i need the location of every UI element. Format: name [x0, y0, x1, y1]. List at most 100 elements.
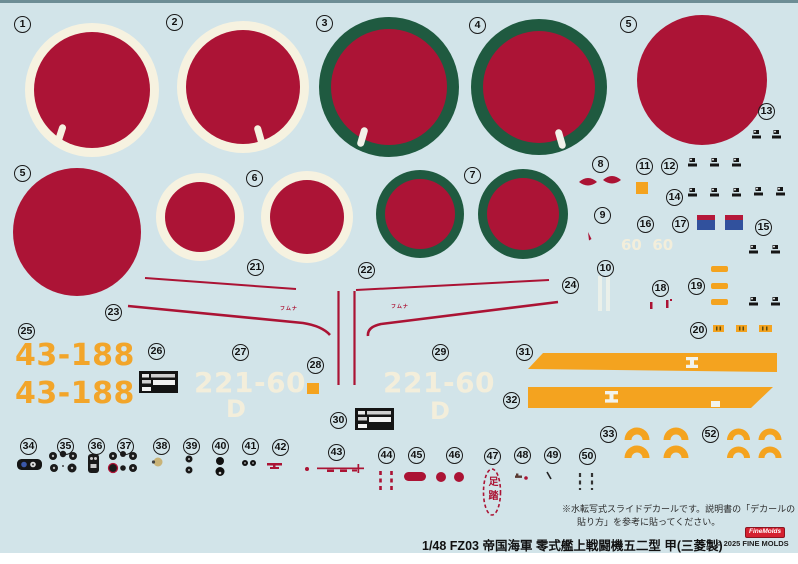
roundel-red-core: [165, 182, 235, 252]
finemolds-logo: FineMolds: [745, 527, 786, 538]
decal-number-label: 34: [20, 438, 37, 455]
roundel-white-ring-2: [177, 21, 309, 153]
decal-number-label: 44: [378, 447, 395, 464]
decal-number-label: 18: [652, 280, 669, 297]
decal-number-label: 10: [597, 260, 614, 277]
sheet-bottom-margin: [0, 553, 798, 564]
decal-number-label: 9: [594, 207, 611, 224]
decal-number-label: 20: [690, 322, 707, 339]
no-step-text: フムナ: [280, 306, 298, 312]
no-step-text: フムナ: [391, 304, 409, 310]
tiny-marks-48: [515, 473, 528, 480]
decal-number-label: 49: [544, 447, 561, 464]
gauge-pair-41: [242, 460, 256, 466]
red-dot-decal: [305, 467, 309, 471]
decal-number-label: 5: [14, 165, 31, 182]
decal-number-label: 11: [636, 158, 653, 175]
decal-number-label: 35: [57, 438, 74, 455]
roundel-red-core: [331, 29, 447, 145]
decal-number-label: 46: [446, 447, 463, 464]
squadron-code-marking: 221-60: [383, 366, 496, 399]
decal-number-label: 2: [166, 14, 183, 31]
gauge-pair-39: [185, 455, 193, 474]
flag-decals-17: [697, 215, 743, 230]
roundel-plain-5-left: [13, 168, 141, 296]
decal-number-label: 43: [328, 444, 345, 461]
instrument-decal-36: [88, 454, 99, 473]
dashed-line-decal-44: [379, 471, 393, 491]
squadron-code-marking: 221-60: [194, 366, 307, 399]
usage-note-line1: ※水転写式スライドデカールです。説明書の「デカールの: [562, 504, 796, 514]
decal-pair-40: [215, 457, 225, 476]
red-line-decal-42: [267, 463, 282, 469]
decal-number-label: 47: [484, 448, 501, 465]
decal-number-label: 36: [88, 438, 105, 455]
decal-number-label: 48: [514, 447, 531, 464]
decal-number-label: 1: [14, 16, 31, 33]
decal-number-label: 19: [688, 278, 705, 295]
orange-square-28: [307, 383, 319, 394]
squadron-letter-marking: D: [430, 397, 450, 425]
kit-title: 1/48 FZ03 帝国海軍 零式艦上戦闘機五二型 甲(三菱製): [422, 539, 723, 553]
orange-bar-decals-19: [711, 266, 728, 305]
orange-square-11: [636, 182, 648, 194]
decal-number-label: 31: [516, 344, 533, 361]
decal-number-label: 25: [18, 323, 35, 340]
decal-number-label: 27: [232, 344, 249, 361]
roundel-white-ring-6a: [156, 173, 244, 261]
instrument-decal-34: [17, 459, 42, 470]
roundel-red-core: [483, 31, 595, 143]
usage-note-line2: 貼り方」を参考に貼ってください。: [577, 517, 721, 527]
decal-number-label: 38: [153, 438, 170, 455]
decal-number-label: 5: [620, 16, 637, 33]
decal-number-label: 30: [330, 412, 347, 429]
decal-number-label: 21: [247, 259, 264, 276]
decal-38: [151, 457, 163, 467]
decal-number-label: 45: [408, 447, 425, 464]
fan-decals-33: [624, 427, 689, 458]
tiny-red-marks-18: [650, 299, 672, 309]
decal-number-label: 4: [469, 17, 486, 34]
decal-number-label: 37: [117, 438, 134, 455]
seam-line-decal-43: [317, 464, 364, 473]
copyright-text: © 2025 FINE MOLDS: [716, 539, 789, 548]
decal-number-label: 6: [246, 170, 263, 187]
roundel-green-ring-7b: [478, 169, 568, 259]
data-plate-30: [355, 408, 394, 430]
tail-code-marking: 43-188: [15, 376, 135, 411]
decal-number-label: 22: [358, 262, 375, 279]
decal-number-label: 41: [242, 438, 259, 455]
roundel-red-core: [385, 179, 455, 249]
red-dot-pair-46: [436, 472, 464, 482]
roundel-green-ring-4: [471, 19, 607, 155]
roundel-green-ring-7a: [376, 170, 464, 258]
wing-strip-32: [528, 387, 773, 408]
fan-decals-52: [727, 428, 782, 458]
decal-number-label: 14: [666, 189, 683, 206]
roundel-plain-5-right: [637, 15, 767, 145]
decal-number-label: 8: [592, 156, 609, 173]
roundel-red-core: [270, 180, 344, 254]
sheet-top-edge: [0, 0, 798, 3]
decal-number-label: 29: [432, 344, 449, 361]
decal-number-label: 50: [579, 448, 596, 465]
squadron-letter-marking: D: [226, 395, 246, 423]
decal-number-label: 33: [600, 426, 617, 443]
decal-number-label: 42: [272, 439, 289, 456]
decal-number-label: 17: [672, 216, 689, 233]
roundel-green-ring-3: [319, 17, 459, 157]
roundel-white-ring-6b: [261, 171, 353, 263]
roundel-red-core: [186, 30, 300, 144]
small-red-tick-9: [588, 232, 592, 241]
roundel-red-core: [34, 32, 150, 148]
red-pill-decal-45: [404, 472, 426, 481]
wing-strip-31: [528, 353, 777, 372]
tiny-tick-49: [546, 471, 552, 480]
decal-number-label: 13: [758, 103, 775, 120]
decal-number-label: 15: [755, 219, 772, 236]
roundel-red-core: [487, 178, 559, 250]
roundel-white-ring-1: [25, 23, 159, 157]
decal-number-label: 12: [661, 158, 678, 175]
decal-number-label: 40: [212, 438, 229, 455]
